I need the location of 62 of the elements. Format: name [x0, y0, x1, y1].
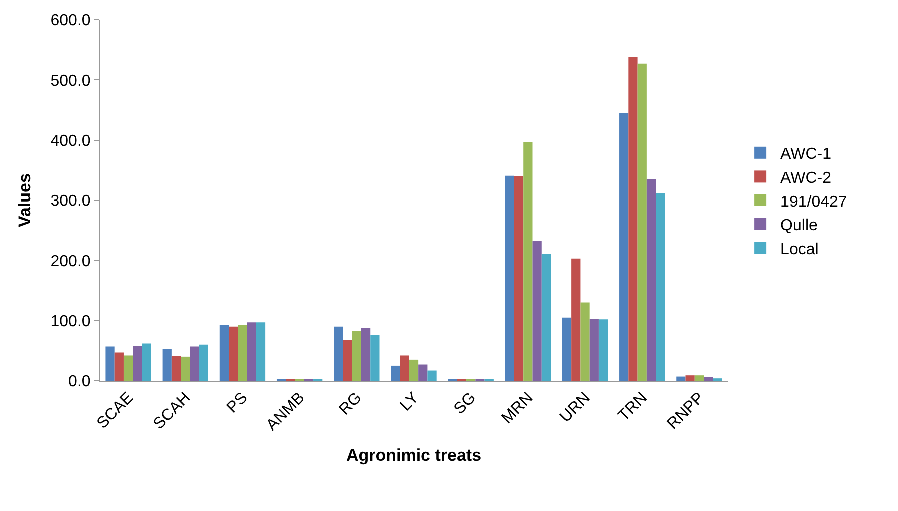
bar — [514, 176, 524, 381]
bar — [572, 258, 581, 381]
bar — [676, 376, 686, 381]
legend-label: AWC-1 — [780, 146, 832, 164]
bar — [694, 376, 704, 381]
y-tick-label: 100.0 — [50, 313, 91, 330]
legend-label: Qulle — [780, 218, 818, 235]
bar — [628, 57, 638, 381]
bar — [181, 356, 190, 381]
x-tick-label: SG — [451, 390, 480, 418]
bar — [598, 320, 608, 381]
y-axis-title: Values — [15, 174, 34, 228]
y-tick-label: 600.0 — [50, 12, 91, 30]
y-tick-label: 200.0 — [50, 253, 91, 270]
bar — [418, 364, 428, 381]
x-tick-label: PS — [224, 390, 252, 417]
bar — [220, 325, 230, 381]
bar — [238, 325, 248, 381]
bar — [106, 346, 115, 381]
bar — [400, 356, 410, 381]
bar — [114, 352, 124, 381]
bar — [334, 326, 344, 381]
bar — [590, 319, 599, 381]
legend-label: 191/0427 — [780, 194, 848, 211]
bar — [656, 193, 666, 381]
bar — [646, 179, 656, 381]
bar — [352, 331, 362, 381]
bar — [686, 376, 695, 381]
bar — [229, 326, 238, 381]
bar — [361, 328, 371, 381]
bar — [133, 346, 142, 381]
bar — [247, 322, 256, 381]
bar — [532, 241, 542, 381]
bar — [142, 344, 152, 381]
bar — [172, 356, 182, 381]
bar — [620, 113, 629, 381]
legend-label: AWC-2 — [780, 170, 832, 187]
bar — [505, 176, 514, 381]
bar — [190, 346, 200, 381]
y-tick-label: 0.0 — [68, 374, 91, 391]
bar — [162, 349, 172, 381]
bar — [638, 64, 647, 381]
y-tick-label: 500.0 — [50, 72, 91, 90]
y-tick-label: 300.0 — [50, 193, 91, 210]
bar — [124, 356, 134, 381]
bar — [409, 360, 419, 381]
bar — [256, 322, 266, 381]
bar — [704, 377, 714, 381]
bar — [542, 254, 552, 381]
x-axis-title: Agronimic treats — [346, 446, 482, 465]
y-tick-label: 400.0 — [50, 132, 91, 150]
bar — [428, 370, 437, 381]
bar — [343, 340, 352, 381]
bar — [580, 302, 590, 381]
bar — [391, 366, 400, 381]
bar — [370, 335, 380, 381]
bar — [524, 142, 533, 381]
bar — [199, 344, 208, 381]
x-tick-label: LY — [397, 389, 423, 415]
legend-label: Local — [780, 241, 819, 258]
x-tick-label: RG — [336, 390, 366, 419]
bar — [562, 318, 572, 381]
